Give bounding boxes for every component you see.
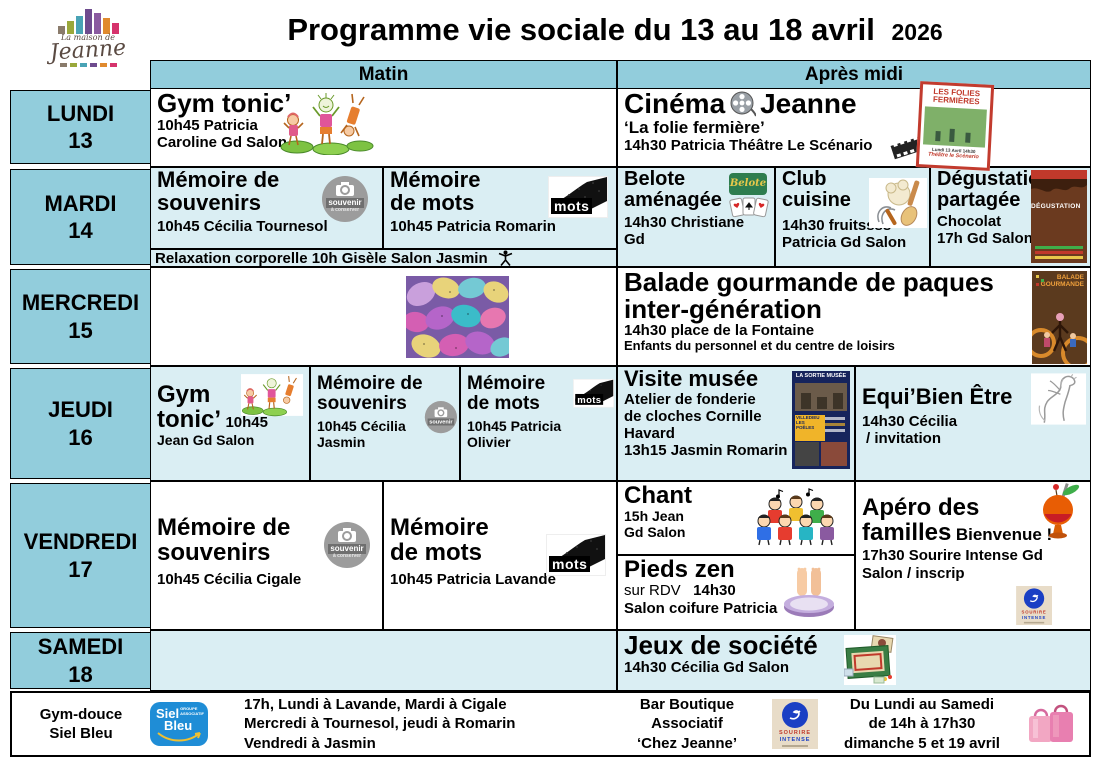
cell-memoire-mots-vendredi: mots Mémoire de mots 10h45 Patricia Lava…: [383, 481, 617, 630]
siel-bleu-logo: Siel Bleu GROUPE ASSOCIATIF: [150, 702, 208, 746]
mots-badge-icon: mots: [573, 379, 614, 408]
maison-de-jeanne-logo: La maison de Jeanne: [36, 6, 140, 80]
column-header-apres-midi: Après midi: [617, 60, 1091, 89]
day-jeudi: JEUDI 16: [10, 368, 151, 479]
souvenir-badge-icon: souvenir à conserver: [324, 522, 370, 568]
footer-gym-schedule: 17h, Lundi à Lavande, Mardi à Cigale Mer…: [244, 695, 516, 752]
cell-memoire-souvenirs-jeudi: souvenir Mémoire de souvenirs 10h45 Céci…: [310, 366, 460, 481]
activity-title: Mémoire de: [317, 373, 423, 394]
activity-title: Cinéma: [624, 88, 726, 119]
cooking-utensils-icon: [869, 178, 927, 228]
cell-apero-des-familles: Apéro des familles Bienvenue ! 17h30 Sou…: [855, 481, 1091, 630]
activity-title: Mémoire: [467, 373, 546, 394]
footer-bar-boutique: Bar Boutique Associatif ‘Chez Jeanne’: [636, 695, 738, 752]
day-mercredi: MERCREDI 15: [10, 269, 151, 364]
souvenir-badge-icon: souvenir à conserver: [322, 176, 368, 222]
logo-small-text: La maison de: [60, 33, 115, 42]
activity-title: Club: [782, 168, 827, 190]
horse-sketch-icon: [1031, 373, 1086, 425]
foot-bath-icon: [784, 567, 834, 617]
cell-memoire-mots-mardi: mots Mémoire de mots 10h45 Patricia Roma…: [383, 167, 617, 249]
logo-bars: [36, 6, 140, 34]
souvenir-badge-icon: souvenir: [424, 401, 457, 434]
cell-belote: Belote Belote aménagée 14h30 Christiane …: [617, 167, 775, 267]
apres-midi-label: Après midi: [804, 63, 904, 85]
camera-icon: [336, 182, 354, 196]
activity-title: Mémoire: [390, 167, 481, 192]
logo-name: Jeanne: [49, 35, 127, 66]
cell-relaxation: Relaxation corporelle 10h Gisèle Salon J…: [150, 249, 617, 267]
camera-icon: [434, 406, 448, 417]
cell-memoire-souvenirs-vendredi: souvenir à conserver Mémoire de souvenir…: [150, 481, 383, 630]
activity-title: Visite musée: [624, 366, 759, 391]
sortie-musee-poster: LA SORTIE MUSÉE VILLEDIEU LES POÊLES: [792, 371, 850, 469]
footer-gym-douce: Gym-douce Siel Bleu: [39, 705, 123, 743]
activity-title: Apéro des: [862, 494, 980, 521]
page-title: Programme vie sociale du 13 au 18 avril …: [140, 12, 1090, 48]
day-lundi: LUNDI 13: [10, 90, 151, 164]
camera-icon: [338, 528, 356, 542]
day-vendredi: VENDREDI 17: [10, 483, 151, 628]
activity-title: Jeux de société: [624, 630, 818, 660]
easter-eggs-photo: [406, 276, 509, 358]
cell-balade-gourmande: Balade gourmande de paques inter-générat…: [617, 267, 1091, 366]
belote-cards-icon: Belote: [729, 173, 771, 219]
shopping-bags-icon: [1029, 704, 1073, 742]
mots-badge-icon: mots: [548, 176, 608, 218]
cell-mercredi-matin: [150, 267, 617, 366]
siel-smile-icon: [157, 732, 201, 742]
cell-visite-musee: Visite musée Atelier de fonderie de cloc…: [617, 366, 855, 481]
mots-badge-icon: mots: [546, 534, 606, 576]
activity-title: Balade gourmande de paques: [624, 267, 994, 297]
page-title-year: 2026: [891, 19, 943, 45]
singing-kids-clipart-icon: [757, 488, 834, 546]
sourire-intense-logo: SOURIRE INTENSE: [772, 699, 818, 749]
cell-gym-tonic-jeudi: Gym tonic’ 10h45 Jean Gd Salon: [150, 366, 310, 481]
sourire-intense-logo: SOURIRE INTENSE: [1016, 586, 1052, 625]
balade-gourmande-poster: BALADE GOURMANDE: [1032, 271, 1087, 364]
activity-title: Mémoire: [390, 514, 489, 541]
cell-equi-bien-etre: Equi’Bien Être 14h30 Cécilia / invitatio…: [855, 366, 1091, 481]
activity-title: Belote: [624, 168, 686, 190]
gym-kids-clipart-icon: [241, 374, 303, 417]
cocktail-icon: [1043, 483, 1080, 539]
cell-jeux-de-societe: Jeux de société 14h30 Cécilia Gd Salon: [617, 630, 1091, 691]
activity-title: Mémoire de: [157, 167, 280, 192]
degustation-poster: DÉGUSTATION: [1031, 170, 1087, 263]
activity-title: Chant: [624, 482, 692, 509]
cell-cinema: Cinéma Jeanne ‘La folie fermière’ 14h30 …: [617, 81, 1091, 171]
gym-kids-clipart-icon: [280, 93, 374, 155]
cell-gym-tonic-lundi: Gym tonic’ 10h45 Patricia Caroline Gd Sa…: [150, 88, 617, 167]
matin-label: Matin: [358, 63, 409, 85]
footer-boutique-hours: Du Lundi au Samedi de 14h à 17h30 dimanc…: [844, 695, 1000, 752]
activity-title: Mémoire de: [157, 514, 291, 541]
folies-fermieres-poster: LES FOLIES FERMIÈRES Lundi 13 Avril 14h3…: [915, 81, 995, 171]
board-game-photo: [844, 635, 896, 685]
activity-title: Pieds zen: [624, 556, 735, 583]
activity-title: Gym tonic’: [157, 88, 292, 118]
page-title-text: Programme vie sociale du 13 au 18 avril: [287, 12, 875, 47]
activity-title: Gym: [157, 381, 211, 408]
column-header-matin: Matin: [150, 60, 617, 89]
cell-chant: Chant 15h Jean Gd Salon: [617, 481, 855, 555]
cell-pieds-zen: Pieds zen sur RDV 14h30 Salon coifure Pa…: [617, 555, 855, 630]
activity-title: Equi’Bien Être: [862, 384, 1013, 409]
day-samedi: SAMEDI 18: [10, 632, 151, 689]
activity-title: Dégustation: [937, 168, 1053, 190]
cell-samedi-matin: [150, 630, 617, 691]
cell-club-cuisine: Club cuisine 14h30 fruitssss Patricia Gd…: [775, 167, 930, 267]
film-reel-icon: [730, 91, 757, 117]
day-mardi: MARDI 14: [10, 169, 151, 265]
logo-squares: [36, 62, 140, 67]
footer-bar: Gym-douce Siel Bleu Siel Bleu GROUPE ASS…: [10, 691, 1091, 757]
relaxation-figure-icon: [498, 250, 513, 267]
cell-memoire-souvenirs-mardi: souvenir à conserver Mémoire de souvenir…: [150, 167, 383, 249]
cell-degustation: Dégustation partagée Chocolat 17h Gd Sal…: [930, 167, 1091, 267]
cell-memoire-mots-jeudi: mots Mémoire de mots 10h45 Patricia Oliv…: [460, 366, 617, 481]
